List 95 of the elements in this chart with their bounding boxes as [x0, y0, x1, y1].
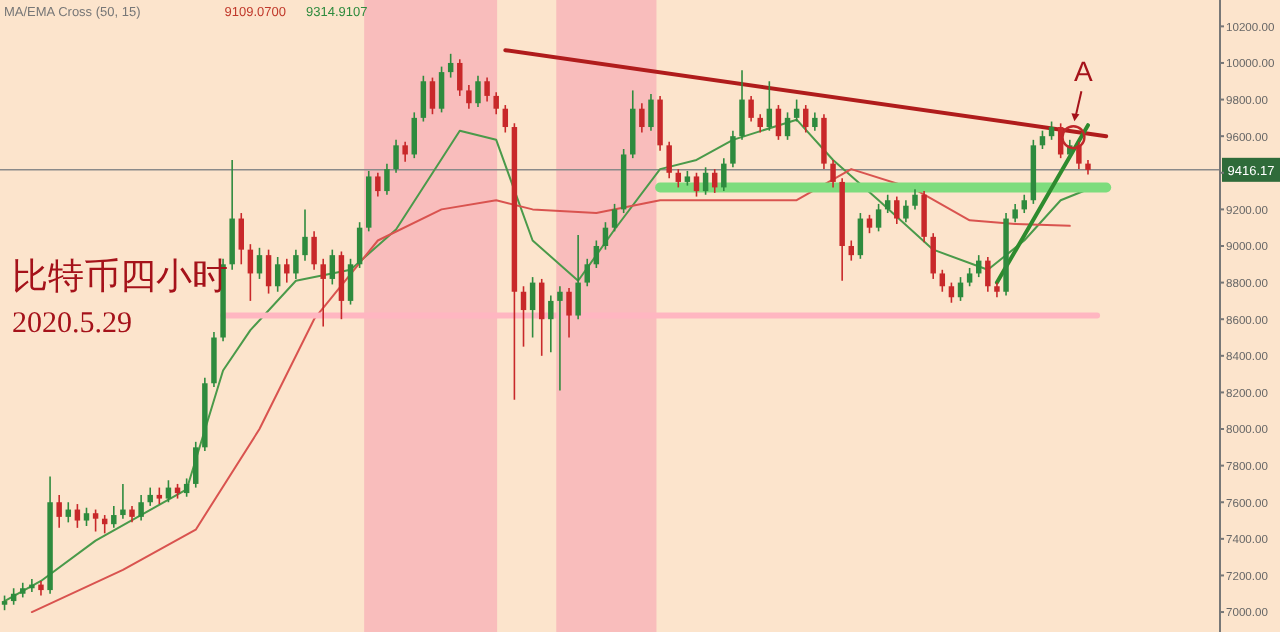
candlestick	[293, 248, 299, 280]
candlestick	[903, 199, 909, 223]
candlestick	[466, 84, 472, 110]
candlestick	[630, 89, 636, 159]
candlestick	[338, 250, 345, 320]
candlestick	[748, 95, 754, 123]
candlestick	[939, 268, 946, 293]
candlestick	[730, 129, 736, 169]
candlestick	[211, 331, 217, 388]
text: 2020.5.29	[12, 308, 132, 340]
candlestick	[320, 258, 326, 328]
candlestick	[784, 111, 791, 141]
candlestick	[775, 104, 782, 141]
candlestick	[92, 508, 99, 533]
candlestick	[393, 139, 399, 174]
candlestick	[593, 239, 600, 269]
candlestick	[1039, 129, 1046, 150]
candlestick	[1048, 120, 1055, 141]
candlestick	[193, 441, 199, 489]
candlestick	[1021, 193, 1027, 214]
candlestick	[721, 157, 727, 192]
candlestick	[147, 486, 153, 507]
candlestick	[347, 258, 354, 306]
candlestick	[766, 80, 773, 132]
candlestick	[821, 113, 827, 170]
candlestick	[29, 578, 35, 593]
candlestick	[548, 294, 554, 353]
candlestick	[985, 256, 991, 293]
candlestick	[657, 95, 663, 152]
candlestick	[311, 230, 317, 271]
candlestick	[56, 494, 62, 529]
candlestick	[165, 479, 172, 504]
candlestick	[83, 506, 90, 527]
candlestick	[584, 258, 590, 288]
candlestick	[256, 247, 263, 280]
candlestick	[284, 258, 290, 284]
candlestick	[375, 171, 381, 198]
candlestick	[120, 483, 126, 520]
candlestick	[894, 195, 900, 225]
candlestick	[557, 285, 563, 392]
candlestick	[1012, 203, 1018, 223]
candlestick	[702, 166, 709, 196]
candlestick	[812, 111, 818, 132]
candlestick	[447, 53, 454, 79]
candlestick	[484, 76, 490, 103]
candlestick	[575, 234, 581, 320]
candlestick	[948, 281, 955, 304]
candlestick	[1076, 140, 1082, 170]
candlestick	[830, 159, 836, 189]
candlestick	[356, 221, 363, 269]
candlestick	[411, 111, 417, 159]
candlestick	[611, 203, 618, 233]
candlestick	[757, 113, 763, 134]
candlestick	[502, 104, 509, 134]
candlestick	[493, 91, 499, 116]
candlestick	[921, 190, 927, 244]
candlestick	[111, 505, 117, 529]
candlestick	[429, 76, 436, 116]
candlestick	[793, 98, 800, 123]
candlestick	[74, 503, 81, 529]
candlestick	[912, 188, 918, 211]
candlestick	[648, 93, 654, 132]
candlestick	[566, 287, 572, 339]
candlestick	[803, 104, 809, 134]
candlestick	[930, 232, 936, 280]
candlestick	[884, 193, 891, 214]
candlestick	[848, 239, 854, 262]
candlestick	[420, 74, 427, 123]
candlestick	[475, 74, 481, 108]
candlestick	[666, 140, 672, 180]
annotation: A	[1074, 55, 1095, 88]
candlestick	[602, 221, 609, 251]
candlestick	[384, 162, 390, 196]
candlestick	[520, 285, 527, 348]
candlestick	[966, 267, 973, 288]
candlestick	[857, 212, 864, 260]
candlestick	[229, 159, 235, 271]
candlestick	[138, 494, 144, 522]
candlestick	[693, 171, 700, 198]
candlestick	[866, 214, 873, 234]
candlestick	[238, 212, 244, 266]
candlestick	[538, 278, 545, 357]
candlestick	[274, 256, 281, 293]
candlestick	[529, 276, 536, 339]
candlestick	[739, 69, 745, 141]
candlestick	[438, 65, 445, 114]
candlestick	[329, 248, 336, 286]
candlestick	[302, 208, 308, 262]
candlestick	[875, 203, 882, 233]
candlestick	[639, 102, 645, 134]
candlestick	[457, 58, 463, 97]
candlestick	[402, 140, 408, 163]
candlestick	[675, 168, 682, 189]
candlestick	[183, 477, 190, 498]
candlestick	[265, 248, 272, 295]
